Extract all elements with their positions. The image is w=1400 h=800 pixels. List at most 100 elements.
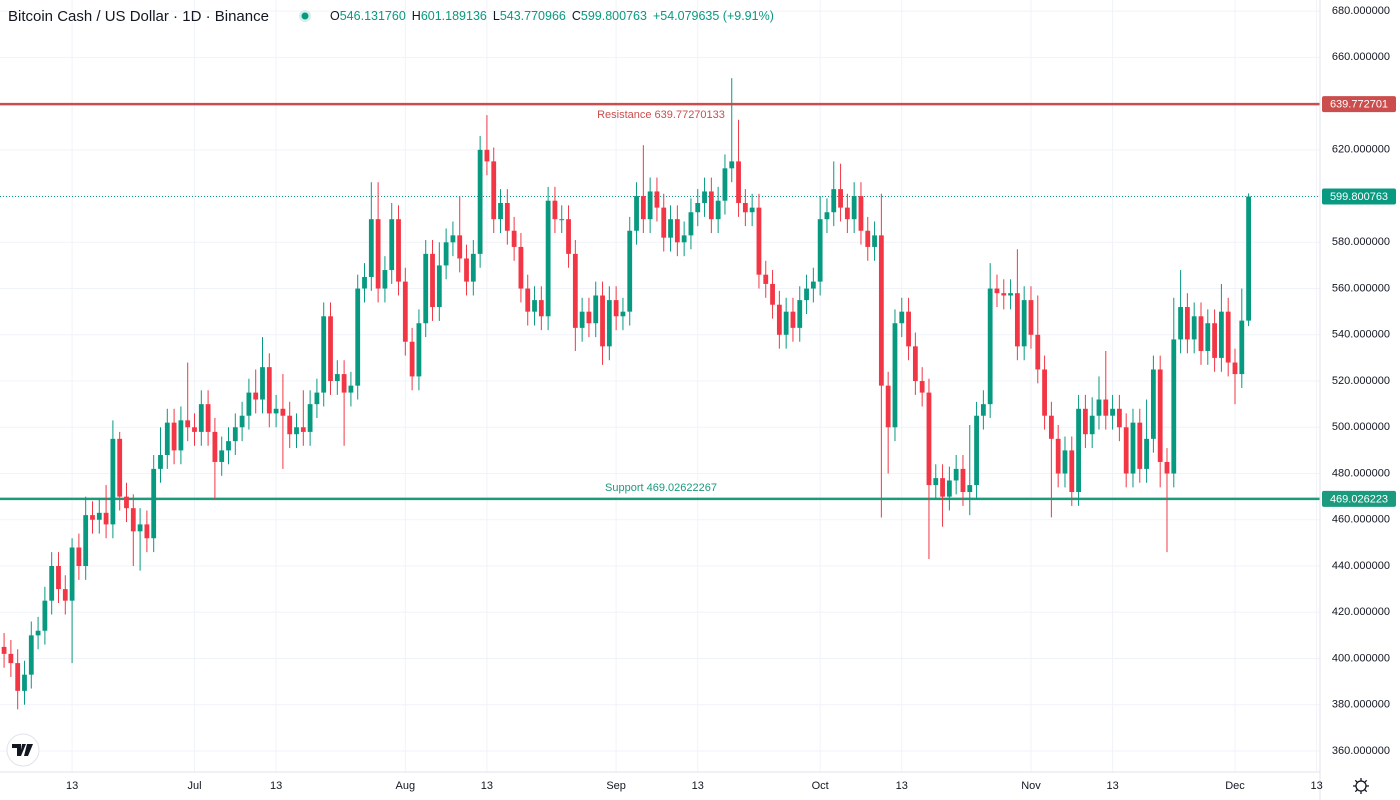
candle-body [62,589,68,601]
candle-body [559,219,565,221]
level-tag [1322,490,1396,507]
candle-body [593,295,599,324]
candle-body [1123,427,1129,474]
candle-body [865,230,871,247]
candle-body [783,311,789,335]
gear-teeth [1353,778,1369,794]
x-tick-label: 13 [1310,780,1322,792]
candle-body [606,300,612,347]
candle-body [1157,369,1163,462]
candle-body [273,408,279,414]
x-tick-label: Jul [187,780,201,792]
candle-body [321,316,327,393]
candle-body [674,219,680,243]
candle-body [824,212,830,220]
candle-body [980,404,986,416]
y-tick-label: 360.000000 [1332,745,1390,757]
candle-body [151,468,157,539]
x-tick-label: Oct [812,780,829,792]
candle-body [124,496,129,509]
candle-body [1008,293,1013,296]
candle-body [450,235,456,243]
candle-body [1028,300,1034,335]
candle-body [756,207,762,275]
candle-body [620,311,626,317]
candle-body [348,385,354,393]
candle-body [402,281,408,342]
candle-body [239,415,245,428]
candle-body [1062,450,1068,474]
y-tick-label: 480.000000 [1332,467,1390,479]
candle-body [661,207,667,238]
x-tick-label: 13 [66,780,78,792]
candle-body [776,304,782,335]
candle-body [341,374,347,393]
candle-body [1246,196,1251,321]
candle-body [1212,323,1217,358]
candle-body [749,207,755,213]
level-tag-label: 469.026223 [1330,493,1388,505]
candle-body [436,265,442,308]
candle-body [260,367,265,400]
candle-body [538,300,544,317]
candle-body [477,149,483,254]
candle-body [1198,316,1204,351]
candle-body [294,427,299,435]
candle-body [763,274,769,284]
candle-body [987,288,993,405]
candle-body [654,191,660,208]
candle-body [491,161,497,220]
candle-body [1,646,7,654]
candle-body [457,235,463,259]
candle-body [1205,323,1211,351]
x-tick-label: 13 [1106,780,1118,792]
candle-body [205,404,211,432]
candle-body [525,288,531,312]
candle-body [797,300,803,328]
candle-body [831,189,837,213]
candle-body [926,392,932,486]
candle-body [729,161,735,169]
candle-body [1042,369,1047,416]
ohlc-value: 601.189136 [421,9,487,23]
candle-body [1055,438,1061,474]
candle-body [314,392,320,405]
candle-body [328,316,333,382]
candle-body [919,381,925,393]
last-price-label: 599.800763 [1330,191,1388,203]
candle-body [144,524,150,539]
candle-body [1178,307,1183,340]
candle-body [232,427,238,442]
y-tick-label: 500.000000 [1332,421,1390,433]
candle-body [56,565,61,590]
y-tick-label: 520.000000 [1332,375,1390,387]
candle-body [49,565,55,601]
logo-glyph [12,744,33,756]
y-tick-label: 620.000000 [1332,144,1390,156]
candle-body [117,438,123,497]
candle-body [470,253,476,282]
candle-body [69,547,75,601]
x-tick-label: Aug [396,780,416,792]
candle-body [396,219,401,282]
candle-body [212,431,218,462]
candle-body [192,427,197,432]
candle-body [1232,362,1238,375]
candle-body [389,219,395,271]
candle-body [1171,339,1177,474]
candle-body [872,235,877,247]
candle-body [15,663,21,691]
candle-body [1076,408,1081,493]
candle-body [640,196,646,220]
candle-body [8,653,14,664]
candle-body [885,385,891,428]
candle-body [912,346,918,382]
candle-body [1116,408,1122,428]
settings-icon[interactable] [1353,778,1369,794]
candle-body [906,311,911,347]
candle-body [198,404,204,432]
candle-body [35,630,41,636]
candle-body [518,246,524,289]
